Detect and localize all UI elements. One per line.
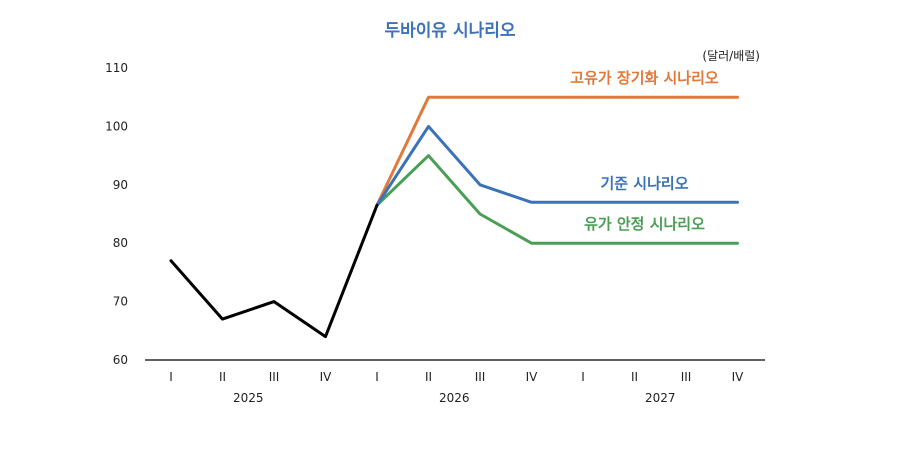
series-lines [169,95,739,339]
series-label-high: 고유가 장기화 시나리오 [570,69,719,87]
year-label: 2027 [645,391,676,405]
x-tick-label: II [631,370,638,384]
chart-title: 두바이유 시나리오 [384,21,515,41]
x-tick-label: II [219,370,226,384]
y-tick-label: 110 [105,61,128,75]
x-tick-label: II [425,370,432,384]
y-tick-label: 70 [113,295,128,309]
x-tick-label: I [375,370,379,384]
unit-label: (달러/배럴) [702,49,760,63]
series-label-base: 기준 시나리오 [600,174,688,192]
y-tick-label: 100 [105,119,128,133]
y-axis: 60 70 80 90 100 110 [105,61,128,367]
series-line-stable [375,154,739,245]
series-line-history [169,203,379,339]
y-tick-label: 80 [113,236,128,250]
x-tick-label: III [269,370,280,384]
x-tick-label: IV [732,370,745,384]
y-tick-label: 60 [113,353,128,367]
series-line-base [375,124,739,207]
x-tick-label: III [681,370,692,384]
x-tick-label: IV [526,370,539,384]
x-tick-label: I [581,370,585,384]
x-tick-label: III [475,370,486,384]
series-label-stable: 유가 안정 시나리오 [584,215,705,233]
x-axis: I II III IV I II III IV I II III IV [169,370,744,384]
y-tick-label: 90 [113,178,128,192]
year-labels: 2025 2026 2027 [233,391,676,405]
x-tick-label: IV [320,370,333,384]
series-line-high [375,95,739,207]
year-label: 2026 [439,391,470,405]
year-label: 2025 [233,391,264,405]
x-tick-label: I [169,370,173,384]
